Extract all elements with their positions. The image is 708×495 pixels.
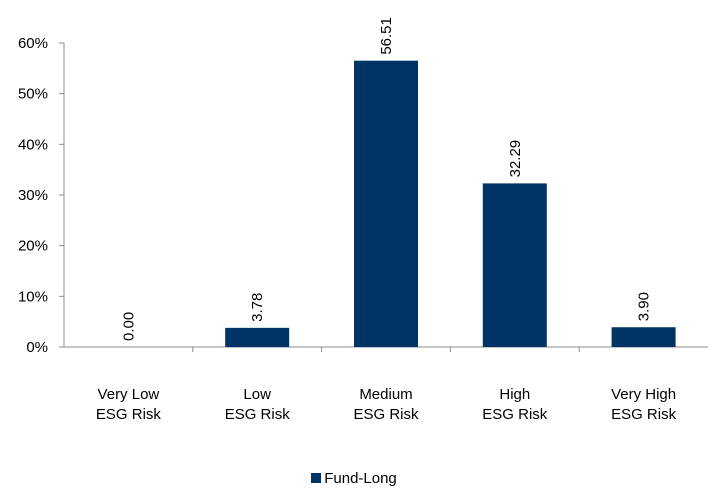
x-tick-label: ESG Risk (482, 406, 548, 423)
x-tick-label: Low (243, 386, 271, 403)
bar (482, 183, 547, 347)
data-label: 56.51 (378, 17, 395, 55)
bar (611, 327, 676, 347)
bar (354, 60, 418, 347)
x-tick-label: ESG Risk (611, 406, 677, 423)
y-tick-label: 30% (18, 187, 48, 204)
legend: Fund-Long (0, 470, 708, 487)
x-tick-label: High (499, 386, 530, 403)
y-tick-label: 10% (18, 288, 48, 305)
legend-label: Fund-Long (324, 470, 397, 487)
bar (225, 327, 290, 347)
data-label: 32.29 (507, 140, 524, 178)
data-label: 3.90 (636, 292, 653, 321)
x-tick-label: ESG Risk (96, 406, 162, 423)
x-tick-label: ESG Risk (225, 406, 291, 423)
x-tick-label: Very Low (98, 386, 160, 403)
y-tick-label: 20% (18, 238, 48, 255)
y-tick-label: 40% (18, 136, 48, 153)
x-tick-label: Medium (359, 386, 412, 403)
y-tick-label: 50% (18, 86, 48, 103)
data-label: 3.78 (249, 293, 266, 322)
legend-swatch (311, 473, 322, 483)
x-tick-label: Very High (611, 386, 676, 403)
data-label: 0.00 (120, 312, 137, 341)
y-tick-label: 0% (26, 339, 48, 356)
y-tick-label: 60% (18, 35, 48, 52)
x-tick-label: ESG Risk (353, 406, 419, 423)
